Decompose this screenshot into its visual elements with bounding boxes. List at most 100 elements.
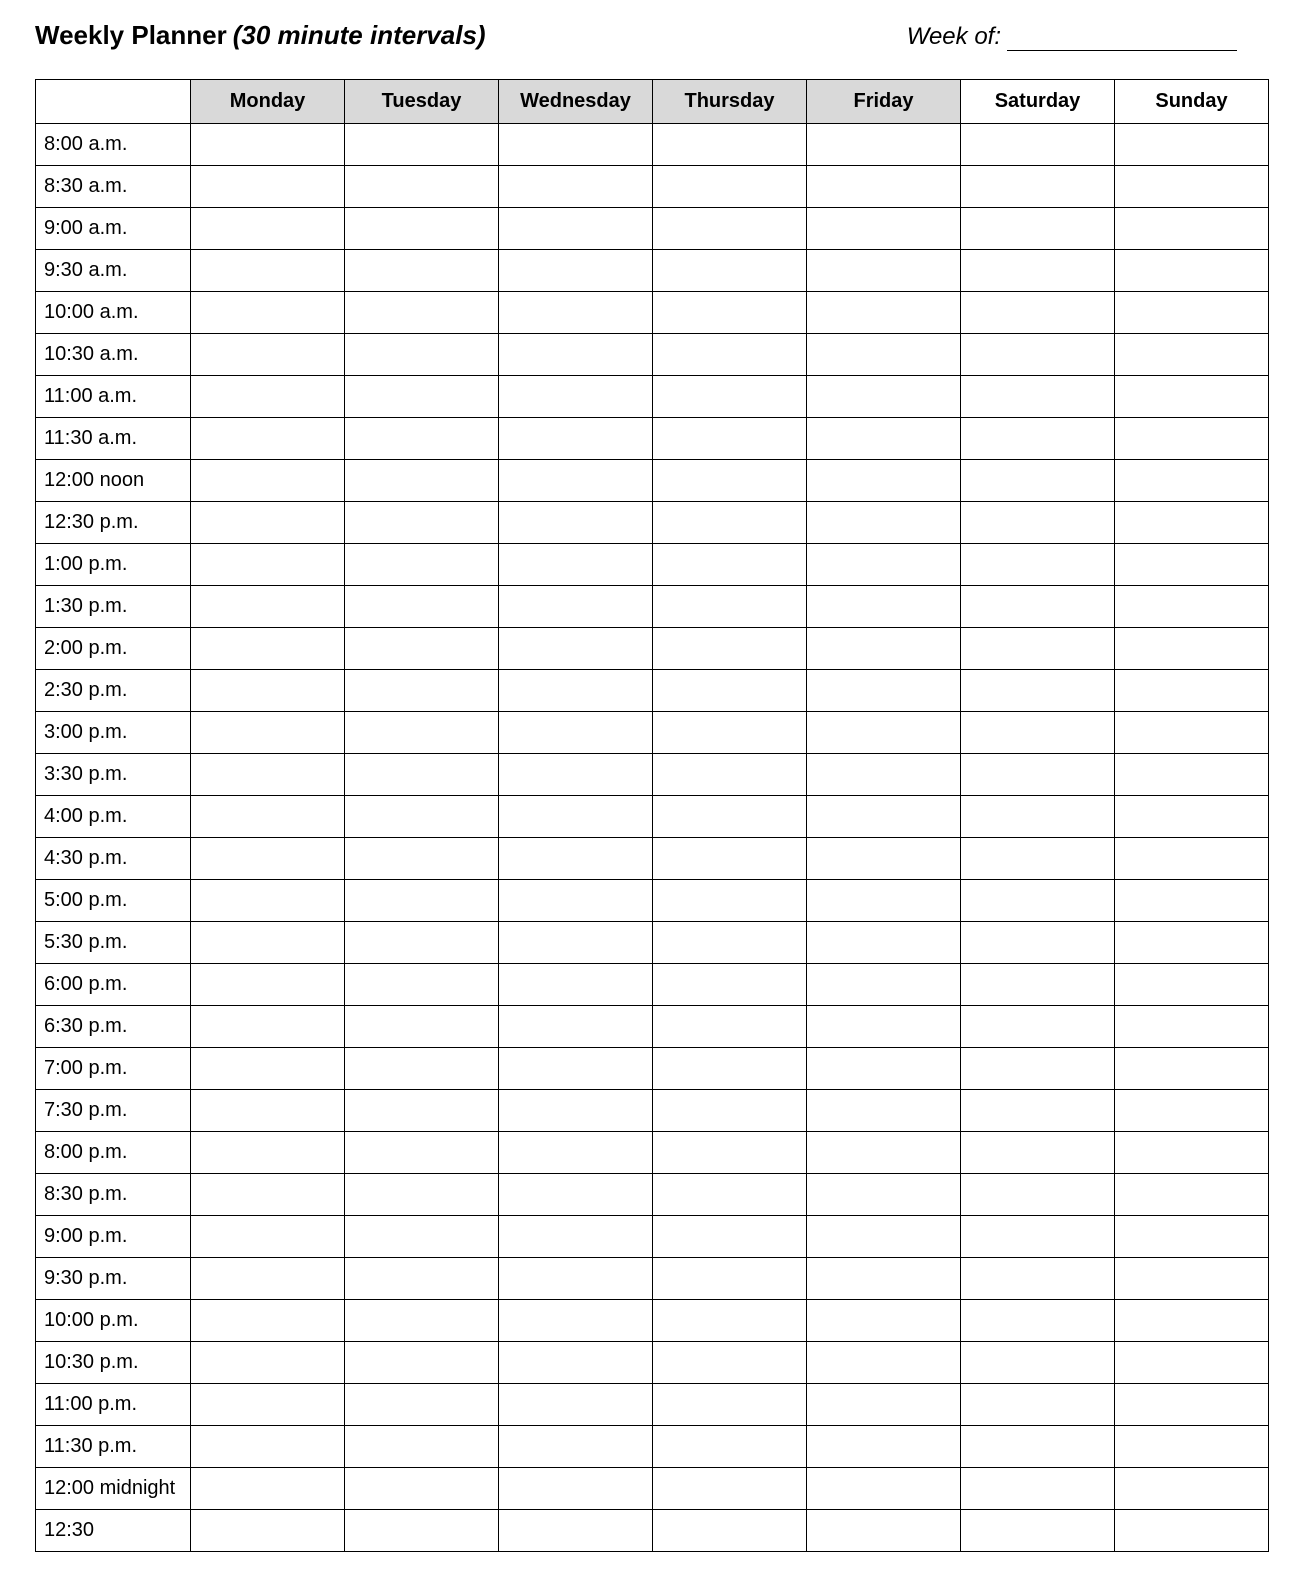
planner-cell[interactable]: [1115, 964, 1269, 1006]
planner-cell[interactable]: [1115, 1048, 1269, 1090]
planner-cell[interactable]: [961, 208, 1115, 250]
planner-cell[interactable]: [499, 922, 653, 964]
planner-cell[interactable]: [961, 880, 1115, 922]
planner-cell[interactable]: [499, 1510, 653, 1552]
planner-cell[interactable]: [961, 334, 1115, 376]
planner-cell[interactable]: [191, 1006, 345, 1048]
planner-cell[interactable]: [807, 1048, 961, 1090]
planner-cell[interactable]: [191, 754, 345, 796]
planner-cell[interactable]: [499, 166, 653, 208]
planner-cell[interactable]: [653, 1426, 807, 1468]
planner-cell[interactable]: [961, 1090, 1115, 1132]
planner-cell[interactable]: [961, 502, 1115, 544]
planner-cell[interactable]: [653, 1258, 807, 1300]
planner-cell[interactable]: [1115, 1342, 1269, 1384]
planner-cell[interactable]: [807, 1132, 961, 1174]
planner-cell[interactable]: [653, 1132, 807, 1174]
planner-cell[interactable]: [961, 124, 1115, 166]
planner-cell[interactable]: [961, 1174, 1115, 1216]
planner-cell[interactable]: [191, 376, 345, 418]
planner-cell[interactable]: [191, 1174, 345, 1216]
planner-cell[interactable]: [961, 1258, 1115, 1300]
planner-cell[interactable]: [499, 838, 653, 880]
planner-cell[interactable]: [1115, 1216, 1269, 1258]
planner-cell[interactable]: [961, 250, 1115, 292]
planner-cell[interactable]: [653, 250, 807, 292]
planner-cell[interactable]: [807, 334, 961, 376]
planner-cell[interactable]: [345, 376, 499, 418]
planner-cell[interactable]: [807, 502, 961, 544]
planner-cell[interactable]: [191, 1048, 345, 1090]
planner-cell[interactable]: [499, 628, 653, 670]
planner-cell[interactable]: [499, 586, 653, 628]
planner-cell[interactable]: [1115, 460, 1269, 502]
planner-cell[interactable]: [653, 376, 807, 418]
planner-cell[interactable]: [653, 712, 807, 754]
planner-cell[interactable]: [653, 754, 807, 796]
planner-cell[interactable]: [345, 1132, 499, 1174]
planner-cell[interactable]: [499, 796, 653, 838]
planner-cell[interactable]: [807, 964, 961, 1006]
planner-cell[interactable]: [499, 418, 653, 460]
planner-cell[interactable]: [345, 1342, 499, 1384]
planner-cell[interactable]: [1115, 1426, 1269, 1468]
planner-cell[interactable]: [499, 502, 653, 544]
planner-cell[interactable]: [345, 418, 499, 460]
planner-cell[interactable]: [961, 1048, 1115, 1090]
planner-cell[interactable]: [961, 1006, 1115, 1048]
planner-cell[interactable]: [1115, 166, 1269, 208]
planner-cell[interactable]: [807, 1090, 961, 1132]
planner-cell[interactable]: [807, 1468, 961, 1510]
planner-cell[interactable]: [345, 1510, 499, 1552]
planner-cell[interactable]: [961, 1384, 1115, 1426]
planner-cell[interactable]: [807, 166, 961, 208]
planner-cell[interactable]: [345, 880, 499, 922]
planner-cell[interactable]: [961, 376, 1115, 418]
planner-cell[interactable]: [807, 1216, 961, 1258]
planner-cell[interactable]: [191, 1384, 345, 1426]
planner-cell[interactable]: [961, 586, 1115, 628]
planner-cell[interactable]: [191, 670, 345, 712]
planner-cell[interactable]: [1115, 880, 1269, 922]
planner-cell[interactable]: [1115, 1258, 1269, 1300]
planner-cell[interactable]: [1115, 628, 1269, 670]
planner-cell[interactable]: [191, 292, 345, 334]
planner-cell[interactable]: [807, 418, 961, 460]
planner-cell[interactable]: [961, 1342, 1115, 1384]
planner-cell[interactable]: [807, 586, 961, 628]
planner-cell[interactable]: [961, 460, 1115, 502]
planner-cell[interactable]: [345, 124, 499, 166]
planner-cell[interactable]: [961, 796, 1115, 838]
planner-cell[interactable]: [653, 628, 807, 670]
planner-cell[interactable]: [961, 1300, 1115, 1342]
planner-cell[interactable]: [499, 754, 653, 796]
planner-cell[interactable]: [1115, 1468, 1269, 1510]
planner-cell[interactable]: [499, 1006, 653, 1048]
planner-cell[interactable]: [345, 712, 499, 754]
planner-cell[interactable]: [807, 1258, 961, 1300]
planner-cell[interactable]: [1115, 208, 1269, 250]
planner-cell[interactable]: [653, 796, 807, 838]
planner-cell[interactable]: [961, 670, 1115, 712]
planner-cell[interactable]: [499, 1216, 653, 1258]
planner-cell[interactable]: [807, 208, 961, 250]
planner-cell[interactable]: [345, 208, 499, 250]
planner-cell[interactable]: [807, 1384, 961, 1426]
planner-cell[interactable]: [1115, 754, 1269, 796]
planner-cell[interactable]: [807, 124, 961, 166]
planner-cell[interactable]: [191, 1426, 345, 1468]
planner-cell[interactable]: [499, 544, 653, 586]
planner-cell[interactable]: [807, 922, 961, 964]
planner-cell[interactable]: [807, 250, 961, 292]
planner-cell[interactable]: [653, 1468, 807, 1510]
planner-cell[interactable]: [345, 1426, 499, 1468]
planner-cell[interactable]: [961, 1468, 1115, 1510]
planner-cell[interactable]: [653, 586, 807, 628]
planner-cell[interactable]: [961, 1132, 1115, 1174]
planner-cell[interactable]: [961, 628, 1115, 670]
planner-cell[interactable]: [345, 544, 499, 586]
planner-cell[interactable]: [345, 1174, 499, 1216]
planner-cell[interactable]: [653, 1384, 807, 1426]
planner-cell[interactable]: [345, 460, 499, 502]
planner-cell[interactable]: [1115, 292, 1269, 334]
